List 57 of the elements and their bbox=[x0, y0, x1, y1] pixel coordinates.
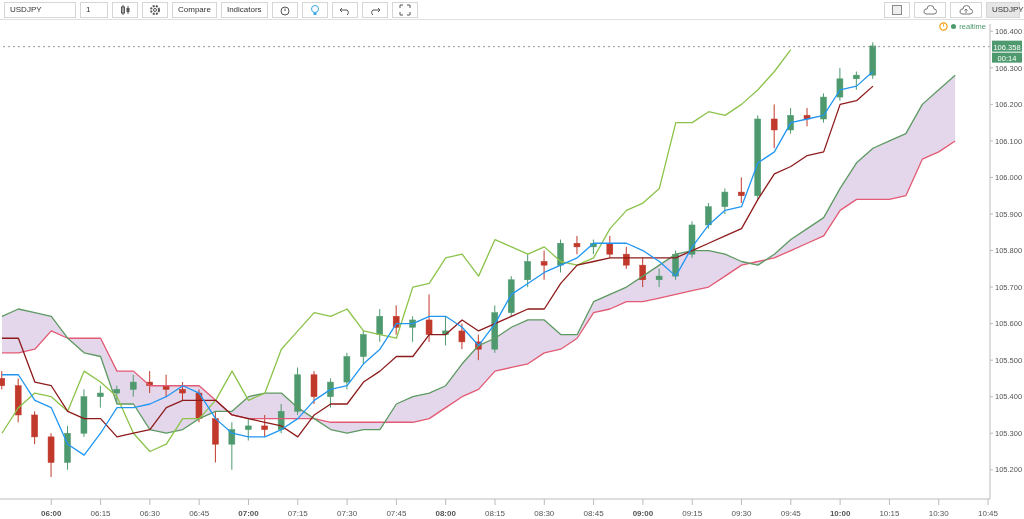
chart-title: USDJPY bbox=[4, 1, 76, 18]
candlestick bbox=[129, 374, 137, 398]
x-tick-label: 09:00 bbox=[632, 509, 654, 518]
candlestick bbox=[228, 421, 236, 471]
text: USDJPY bbox=[991, 4, 1024, 16]
candlestick bbox=[655, 268, 663, 288]
candlestick bbox=[705, 202, 712, 230]
text: Indicators bbox=[220, 1, 268, 18]
text: 1 bbox=[80, 1, 108, 18]
x-tick-label: 07:45 bbox=[386, 509, 407, 518]
candlestick bbox=[97, 385, 104, 409]
candlestick bbox=[738, 176, 745, 204]
candlestick bbox=[721, 187, 729, 215]
x-tick-label: 06:30 bbox=[139, 509, 161, 518]
candlestick bbox=[327, 377, 334, 409]
candlestick bbox=[770, 103, 778, 149]
x-tick-label: 07:15 bbox=[287, 509, 309, 518]
candlestick bbox=[557, 239, 564, 273]
candlestick bbox=[458, 323, 466, 350]
candlestick bbox=[392, 304, 400, 336]
candlestick bbox=[639, 257, 646, 288]
candlestick bbox=[409, 315, 416, 343]
x-tick-label: 06:15 bbox=[90, 509, 112, 518]
candlestick bbox=[376, 308, 383, 343]
candlestick bbox=[606, 235, 614, 259]
x-tick-label: 09:15 bbox=[682, 509, 703, 518]
x-tick-label: 09:30 bbox=[731, 509, 753, 518]
candlestick bbox=[0, 370, 6, 390]
x-tick-label: 08:15 bbox=[484, 509, 506, 518]
x-tick-label: 06:00 bbox=[41, 509, 63, 518]
x-tick-label: 07:00 bbox=[238, 509, 260, 518]
candlestick bbox=[524, 253, 531, 288]
x-tick-label: 08:45 bbox=[583, 509, 605, 518]
x-tick-label: 10:15 bbox=[879, 509, 900, 518]
x-tick-label: 08:00 bbox=[435, 509, 457, 518]
text: Compare bbox=[172, 1, 217, 18]
x-tick-label: 08:30 bbox=[534, 509, 555, 518]
candlestick bbox=[179, 381, 186, 401]
candlestick bbox=[820, 92, 827, 124]
x-tick-label: 10:30 bbox=[928, 509, 950, 518]
x-tick-label: 07:30 bbox=[337, 509, 358, 518]
candlestick bbox=[573, 235, 581, 255]
x-tick-label: 09:45 bbox=[780, 509, 802, 518]
x-tick-label: 10:00 bbox=[829, 509, 851, 518]
candlestick bbox=[803, 107, 811, 127]
candlestick bbox=[162, 374, 170, 398]
candlestick bbox=[245, 418, 252, 442]
candlestick bbox=[836, 67, 844, 102]
candlestick bbox=[310, 370, 318, 405]
x-tick-label: 10:45 bbox=[978, 509, 999, 518]
candlestick bbox=[540, 250, 548, 281]
candlestick bbox=[853, 71, 860, 91]
x-tick-label: 06:45 bbox=[189, 509, 210, 518]
candlestick bbox=[261, 414, 268, 438]
candlestick bbox=[31, 410, 38, 445]
candlestick bbox=[360, 330, 367, 365]
candlestick bbox=[425, 293, 433, 343]
